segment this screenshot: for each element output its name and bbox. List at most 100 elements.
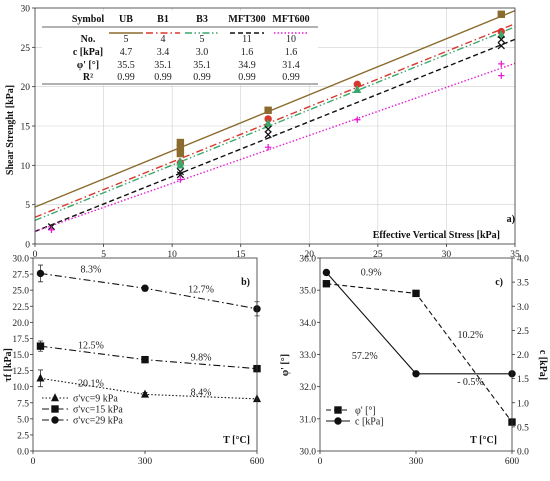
panel-a-table-header: UB: [119, 14, 133, 25]
panel-c-y2-tick-label: 2.0: [517, 351, 529, 361]
panel-a-table-row-label: R²: [83, 72, 93, 83]
panel-b-label: b): [241, 277, 250, 288]
panel-a-table-header-symbol: Symbol: [72, 14, 104, 25]
panel-a-table-row-label: No.: [81, 34, 96, 45]
panel-c-frame: [319, 257, 513, 452]
panel-b-point-series-2: [141, 355, 149, 364]
panel-a-point-ub: [264, 106, 272, 114]
panel-a-point-mft600: [264, 144, 272, 151]
panel-c-y-tick-label: 31.0: [299, 415, 316, 425]
panel-a-tick-labels: 0 5 10 15 20 25 30 35 0 5 10 15 20 25 30: [21, 5, 521, 261]
panel-a-y-tick-label: 25: [21, 44, 31, 54]
panel-a-point-mft600: [498, 72, 505, 79]
panel-a-table-cell: 1.6: [285, 47, 298, 58]
panel-c-y-axis-label: φ' [°]: [280, 354, 291, 376]
panel-b-y-tick-label: 0.0: [17, 448, 29, 458]
panel-c-annotation: - 0.5%: [457, 377, 484, 388]
panel-a-table-cell: 5: [200, 34, 205, 45]
panel-b-annotations: 8.3% 12.7% 12.5% 9.8% 20.1% 8.4%: [78, 265, 214, 399]
panel-c-x-tick-label: 300: [409, 457, 424, 467]
panel-a-point-b3: [353, 84, 362, 94]
panel-b-y-tick-label: 2.5: [17, 431, 29, 441]
panel-b-y-tick-label: 30.0: [12, 255, 29, 265]
panel-c-legend: φ' [°]c [kPa]: [326, 406, 384, 428]
panel-b-annotation: 8.3%: [80, 265, 101, 276]
panel-a-fit-lines: [34, 9, 516, 233]
panel-b-point-series-1: [140, 389, 150, 398]
panel-b-tick-labels: 0 300 600 0.0 2.5 5.0 7.5 10.0 12.5 15.0 17.5 20.0 2…: [12, 255, 264, 468]
panel-a-table-header: MFT300: [228, 14, 265, 25]
panel-c-annotation: 0.9%: [361, 267, 382, 278]
panel-b-x-tick-label: 600: [250, 457, 265, 467]
panel-b-y-tick-label: 22.5: [12, 303, 29, 313]
panel-b-markers: [36, 264, 262, 403]
panel-c-point-series-2: [412, 370, 420, 378]
panel-c-y2-tick-label: 4.0: [517, 255, 529, 265]
panel-b-legend-marker: [51, 416, 59, 424]
panel-a-legend-table: Symbol UB B1 B3 MFT300 MFT600 No. 5 4 5 11 10 c [kPa…: [42, 11, 318, 85]
panel-c-legend-label: φ' [°]: [355, 406, 376, 417]
panel-b-x-tick-label: 0: [31, 457, 36, 467]
panel-a-table-cell: 3.0: [196, 47, 209, 58]
panel-a: 0 5 10 15 20 25 30 35 0 5 10 15 20 25 30 Symbol UB B1 B3 M…: [5, 5, 520, 261]
panel-a-x-tick-label: 10: [167, 250, 177, 260]
panel-c-legend-label: c [kPa]: [355, 417, 384, 428]
panel-a-markers: [47, 10, 506, 234]
panel-b-annotation: 8.4%: [191, 387, 212, 398]
panel-c-annotation: 10.2%: [457, 330, 483, 341]
panel-c-legend-marker: [334, 406, 342, 414]
panel-a-point-mft300: [497, 42, 505, 50]
panel-c-y2-tick-label: 1.0: [517, 399, 529, 409]
panel-b-y-tick-label: 12.5: [12, 367, 29, 377]
panel-a-point-mft300: [264, 130, 272, 139]
panel-a-table-cell: 0.99: [193, 72, 211, 83]
panel-a-y-tick-label: 15: [21, 123, 31, 133]
panel-c-y2-axis-label: c [kPa]: [537, 350, 548, 380]
panel-a-point-mft600: [48, 226, 55, 234]
panel-b-legend-marker: [50, 393, 60, 402]
panel-a-x-tick-label: 0: [33, 250, 38, 260]
panel-b-point-series-3: [36, 269, 45, 278]
panel-a-table-cell: 1.6: [241, 47, 254, 58]
panel-c-point-series-2: [322, 268, 331, 277]
panel-b-x-axis-label: T [°C]: [223, 435, 250, 446]
panel-a-x-tick-label: 20: [305, 250, 315, 260]
panel-b-legend-marker: [51, 405, 59, 413]
panel-c-markers: [322, 268, 516, 426]
panel-b-y-axis-label: τf [kPa]: [3, 348, 14, 382]
panel-a-table-row-label: φ' [°]: [77, 60, 99, 71]
panel-a-table-header: B3: [196, 14, 208, 25]
panel-a-fit-line-b1: [34, 23, 516, 218]
panel-a-table-row-label: c [kPa]: [73, 47, 103, 58]
panel-b-x-tick-label: 300: [138, 457, 153, 467]
panel-a-table-header: MFT600: [272, 14, 309, 25]
panel-a-table-cell: 31.4: [282, 60, 300, 71]
panel-a-y-tick-label: 10: [21, 162, 31, 172]
panel-b-y-tick-label: 27.5: [12, 271, 29, 281]
panel-a-point-mft300: [176, 171, 185, 179]
panel-a-point-mft300: [497, 35, 505, 44]
panel-b-annotation: 20.1%: [78, 378, 104, 389]
panel-a-point-mft600: [498, 60, 505, 68]
panel-a-point-ub: [497, 10, 505, 18]
panel-a-x-tick-label: 15: [236, 250, 246, 260]
panel-a-x-tick-label: 5: [101, 250, 106, 260]
panel-c-point-series-1: [322, 280, 331, 288]
panel-c-y2-tick-label: 3.0: [517, 303, 529, 313]
panel-c-y-tick-label: 30.0: [299, 448, 316, 458]
panel-c-legend-marker: [334, 417, 342, 425]
panel-a-y-axis-label: Shear Strenght [kPa]: [5, 85, 16, 175]
panel-a-point-b3: [497, 29, 506, 38]
panel-c-axes: [317, 257, 515, 454]
panel-a-y-tick-label: 20: [21, 83, 31, 93]
panel-b-point-series-2: [36, 342, 45, 350]
panel-c-label: c): [495, 277, 503, 288]
panel-c-y2-tick-label: 1.5: [517, 375, 529, 385]
panel-a-y-tick-label: 30: [21, 5, 31, 15]
panel-c-y2-tick-label: 0.5: [517, 423, 529, 433]
panel-a-axes: [32, 7, 516, 247]
panel-a-table-cell: 35.5: [117, 60, 135, 71]
panel-b-annotation: 9.8%: [191, 353, 212, 364]
panel-a-table-cell: 0.99: [282, 72, 300, 83]
